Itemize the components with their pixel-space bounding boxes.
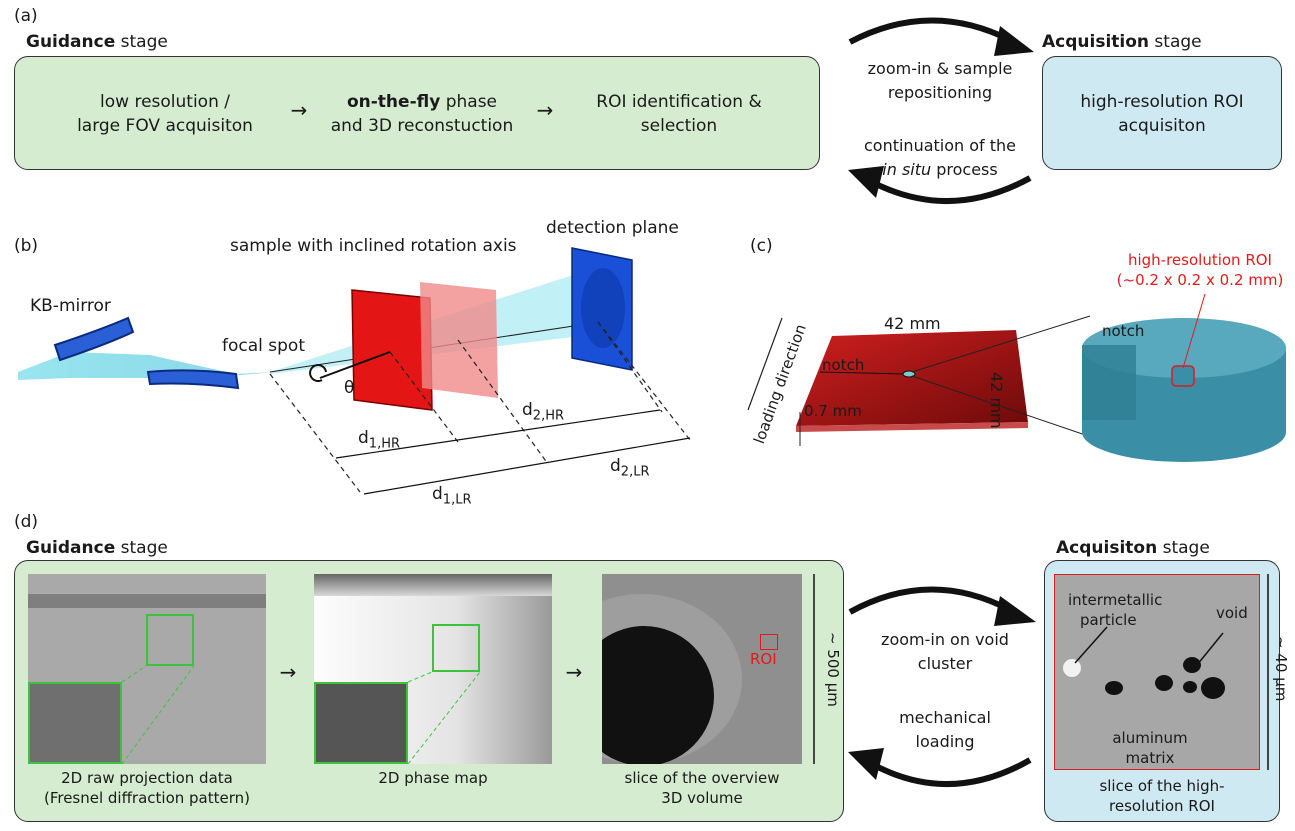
scale-bar-40 bbox=[1267, 574, 1269, 770]
detection-plane-label: detection plane bbox=[546, 218, 679, 238]
distance-lines bbox=[335, 409, 691, 495]
void-label: void bbox=[1216, 604, 1248, 622]
cycle-arrow-bottom-head bbox=[848, 166, 884, 198]
high-res-slice-image bbox=[1054, 574, 1260, 770]
arrow-label-zoom: zoom-in & sample repositioning bbox=[867, 59, 1013, 102]
guidance-stage-title-d: Guidance stage bbox=[26, 538, 168, 558]
panel-c-label: (c) bbox=[750, 236, 773, 256]
panel-a-label: (a) bbox=[14, 6, 38, 26]
cycle-arrow-top-head bbox=[994, 26, 1034, 56]
guidance-stage-box bbox=[14, 56, 820, 170]
d-arrow-label-zoom: zoom-in on void cluster bbox=[881, 630, 1009, 673]
sample-label: sample with inclined rotation axis bbox=[230, 236, 517, 256]
phase-map-image bbox=[314, 574, 552, 764]
d-arrow-1: → bbox=[279, 660, 297, 684]
step-roi-selection: ROI identification & selection bbox=[596, 92, 762, 136]
sample-plane-lr bbox=[420, 282, 498, 398]
specimen-notch bbox=[902, 370, 916, 378]
notch-label: notch bbox=[822, 356, 865, 374]
thickness-label: 0.7 mm bbox=[804, 402, 862, 420]
step-phase-reconstruction: on-the-fly phase and 3D reconstuction bbox=[330, 92, 514, 136]
theta-label: θ bbox=[344, 378, 355, 398]
d2lr-label: d2,LR bbox=[610, 456, 650, 480]
d-arrow-label-loading: mechanical loading bbox=[899, 708, 991, 751]
matrix-label: aluminum matrix bbox=[1112, 729, 1188, 767]
zoom-inset-2 bbox=[314, 682, 408, 764]
raw-projection-image bbox=[28, 574, 266, 764]
d-arrow-2: → bbox=[565, 660, 583, 684]
guidance-stage-title: Guidance stage bbox=[26, 32, 168, 52]
kb-mirror-label: KB-mirror bbox=[30, 296, 111, 316]
scale-bar-500 bbox=[813, 574, 815, 764]
step-high-res-acquisition: high-resolution ROI acquisiton bbox=[1080, 92, 1244, 136]
high-res-slice-caption: slice of the high-resolution ROI bbox=[1099, 777, 1225, 815]
acquisition-stage-title: Acquisition stage bbox=[1042, 32, 1202, 52]
distance-guides bbox=[269, 321, 691, 493]
overview-slice-caption: slice of the overview 3D volume bbox=[624, 769, 780, 807]
d2hr-label: d2,HR bbox=[522, 400, 565, 424]
step-arrow-2: → bbox=[536, 98, 554, 122]
step-low-resolution: low resolution / large FOV acquisiton bbox=[77, 92, 253, 136]
intermetallic-label: intermetallic particle bbox=[1068, 591, 1163, 629]
roi-cube bbox=[1171, 365, 1195, 387]
d1lr-label: d1,LR bbox=[432, 484, 472, 508]
overview-slice-image: ROI bbox=[602, 574, 802, 764]
acquisition-stage-title-d: Acquisiton stage bbox=[1056, 538, 1210, 558]
phase-map-caption: 2D phase map bbox=[378, 769, 488, 787]
sample-plane-hr bbox=[351, 289, 433, 411]
roi-box bbox=[760, 634, 778, 650]
notch-cylinder-label: notch bbox=[1102, 322, 1145, 340]
d-cycle-arrow-top bbox=[848, 586, 1012, 615]
roi-label: ROI bbox=[750, 650, 777, 668]
roi-cylinder bbox=[1082, 293, 1286, 462]
width-label: 42 mm bbox=[884, 314, 941, 333]
panel-d-label: (d) bbox=[14, 512, 39, 532]
acquisition-stage-box bbox=[1042, 56, 1282, 170]
zoom-box-1 bbox=[146, 614, 194, 666]
d-cycle-arrow-bottom bbox=[870, 757, 1032, 787]
zoom-inset-1 bbox=[28, 682, 122, 764]
raw-projection-caption: 2D raw projection data (Fresnel diffracti… bbox=[43, 769, 251, 807]
arrow-label-continuation: continuation of the in situ process bbox=[863, 136, 1017, 179]
rotation-axis bbox=[319, 351, 391, 379]
roi-annotation: high-resolution ROI (~0.2 x 0.2 x 0.2 mm) bbox=[1116, 251, 1284, 289]
scale-40-label: ~ 40 μm bbox=[1272, 636, 1290, 702]
zoom-box-2 bbox=[432, 624, 480, 672]
kb-mirror-shape bbox=[53, 316, 240, 390]
panel-b-label: (b) bbox=[14, 236, 39, 256]
cycle-arrow-top bbox=[848, 17, 1012, 45]
step-arrow-1: → bbox=[290, 98, 308, 122]
focal-spot-label: focal spot bbox=[222, 336, 305, 356]
d1hr-label: d1,HR bbox=[358, 428, 401, 452]
cycle-arrow-bottom bbox=[870, 175, 1032, 204]
